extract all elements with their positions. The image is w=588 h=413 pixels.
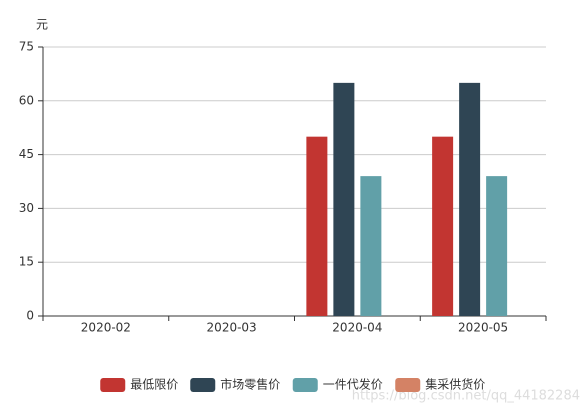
- legend-swatch: [100, 378, 126, 392]
- bar: [333, 82, 355, 316]
- x-tick-label: 2020-04: [332, 321, 382, 335]
- x-tick-label: 2020-05: [458, 321, 508, 335]
- y-tick-label: 60: [19, 93, 34, 107]
- y-tick-label: 75: [19, 40, 34, 54]
- legend-label: 最低限价: [130, 378, 178, 392]
- bar: [459, 82, 481, 316]
- y-tick-label: 0: [26, 309, 34, 323]
- bar: [432, 136, 454, 316]
- y-tick-label: 30: [19, 201, 34, 215]
- bar: [486, 176, 508, 316]
- bar: [306, 136, 328, 316]
- y-tick-label: 15: [19, 255, 34, 269]
- legend-label: 一件代发价: [323, 377, 383, 392]
- legend-swatch: [190, 378, 216, 392]
- x-tick-label: 2020-02: [81, 321, 131, 335]
- bar: [360, 176, 382, 316]
- legend-label: 集采供货价: [425, 377, 485, 392]
- watermark: https://blog.csdn.net/qq_44182284: [352, 389, 580, 404]
- y-tick-label: 45: [19, 147, 34, 161]
- legend-swatch: [395, 378, 421, 392]
- x-tick-label: 2020-03: [207, 321, 257, 335]
- y-axis-label: 元: [36, 18, 48, 32]
- legend-label: 市场零售价: [220, 377, 280, 392]
- legend-swatch: [292, 378, 318, 392]
